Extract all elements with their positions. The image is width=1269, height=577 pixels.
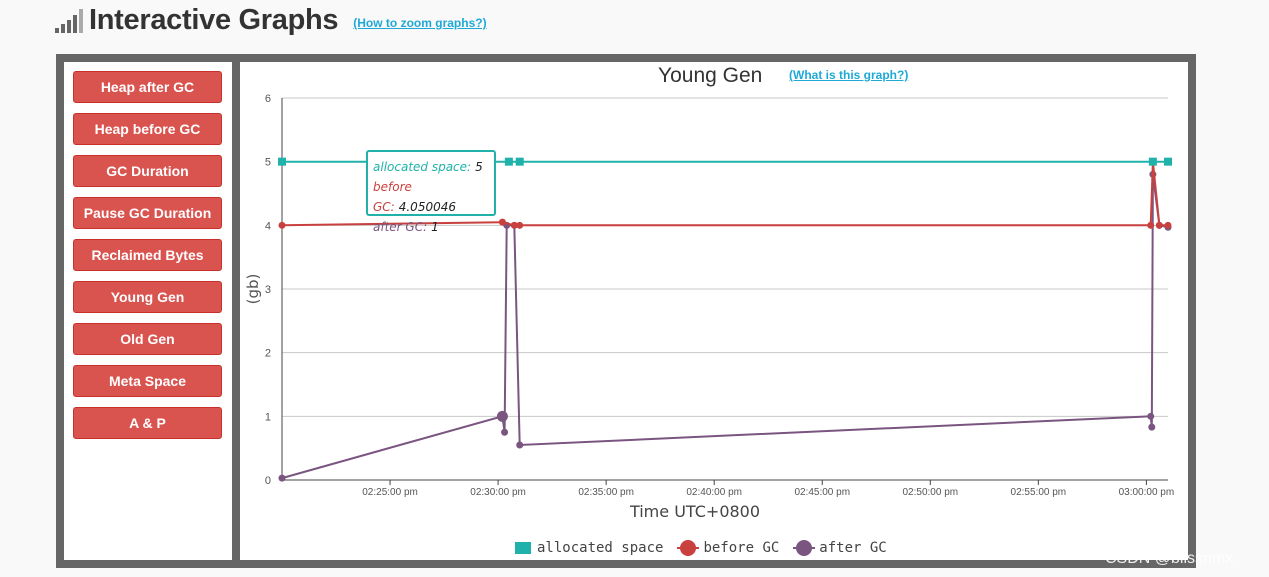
data-point: [1148, 157, 1157, 166]
a-and-p-button[interactable]: A & P: [73, 407, 222, 439]
heap-after-gc-button[interactable]: Heap after GC: [73, 71, 222, 103]
legend-after-gc[interactable]: after GC: [793, 540, 887, 556]
young-gen-chart[interactable]: 0 1 2 3 4 5 6 02:25:00 pm 02:30:00 pm 02:35:00 pm…: [240, 62, 1188, 560]
how-to-zoom-link[interactable]: (How to zoom graphs?): [353, 16, 487, 30]
data-point: [278, 221, 286, 229]
data-point: [501, 428, 509, 436]
x-tick-label: 03:00:00 pm: [1119, 487, 1175, 498]
bar-chart-icon: [55, 7, 83, 33]
x-tick-label: 02:30:00 pm: [470, 487, 526, 498]
meta-space-button[interactable]: Meta Space: [73, 365, 222, 397]
old-gen-button[interactable]: Old Gen: [73, 323, 222, 355]
heap-before-gc-button[interactable]: Heap before GC: [73, 113, 222, 145]
data-point: [516, 221, 524, 229]
data-point: [1164, 221, 1172, 229]
x-axis-label: Time UTC+0800: [629, 502, 760, 521]
allocated-space-swatch-icon: [515, 542, 531, 554]
before-gc-swatch-icon: [677, 540, 700, 556]
y-tick-label: 6: [265, 93, 271, 105]
what-is-this-graph-link[interactable]: (What is this graph?): [789, 68, 909, 82]
page-title: Interactive Graphs: [89, 3, 339, 36]
reclaimed-bytes-button[interactable]: Reclaimed Bytes: [73, 239, 222, 271]
data-point: [1147, 221, 1155, 229]
y-tick-label: 0: [265, 475, 271, 487]
data-point: [1147, 412, 1155, 420]
y-tick-label: 2: [265, 348, 271, 360]
y-tick-label: 3: [265, 284, 271, 296]
after-gc-swatch-icon: [793, 540, 816, 556]
young-gen-button[interactable]: Young Gen: [73, 281, 222, 313]
data-point: [516, 441, 524, 449]
pause-gc-duration-button[interactable]: Pause GC Duration: [73, 197, 222, 229]
data-point: [510, 221, 518, 229]
data-point: [278, 474, 286, 482]
data-point: [1148, 423, 1156, 431]
chart-tooltip: allocated space: 5 before GC: 4.050046 aft…: [366, 150, 496, 234]
x-tick-label: 02:40:00 pm: [686, 487, 742, 498]
x-tick-label: 02:35:00 pm: [578, 487, 634, 498]
page-header: Interactive Graphs (How to zoom graphs?): [55, 2, 487, 38]
data-point: [1155, 221, 1163, 229]
y-tick-label: 4: [265, 220, 271, 232]
data-point: [504, 157, 513, 166]
data-point: [515, 157, 524, 166]
gc-duration-button[interactable]: GC Duration: [73, 155, 222, 187]
data-point: [498, 218, 506, 226]
data-point: [278, 157, 286, 166]
legend-before-gc[interactable]: before GC: [677, 540, 779, 556]
tooltip-row-before-gc: before GC: 4.050046: [373, 180, 456, 214]
x-tick-label: 02:45:00 pm: [794, 487, 850, 498]
tooltip-row-allocated: allocated space: 5: [373, 160, 483, 174]
highlighted-data-point: [496, 410, 508, 422]
graph-panel: Heap after GC Heap before GC GC Duration…: [56, 54, 1196, 568]
data-point: [1164, 157, 1172, 166]
y-axis-label: (gb): [244, 274, 262, 305]
x-tick-label: 02:55:00 pm: [1011, 487, 1067, 498]
chart-title: Young Gen: [658, 64, 763, 87]
graph-sidebar: Heap after GC Heap before GC GC Duration…: [64, 62, 232, 560]
x-tick-label: 02:50:00 pm: [902, 487, 958, 498]
y-tick-label: 1: [265, 411, 271, 423]
x-tick-label: 02:25:00 pm: [362, 487, 418, 498]
watermark: CSDN @blissnmx: [1105, 550, 1234, 567]
tooltip-row-after-gc: after GC: 1: [373, 220, 439, 234]
chart-area: 0 1 2 3 4 5 6 02:25:00 pm 02:30:00 pm 02:35:00 pm…: [240, 62, 1188, 560]
y-tick-label: 5: [265, 157, 271, 169]
chart-legend: allocated space before GC after GC: [515, 540, 901, 556]
legend-allocated-space[interactable]: allocated space: [515, 540, 663, 556]
